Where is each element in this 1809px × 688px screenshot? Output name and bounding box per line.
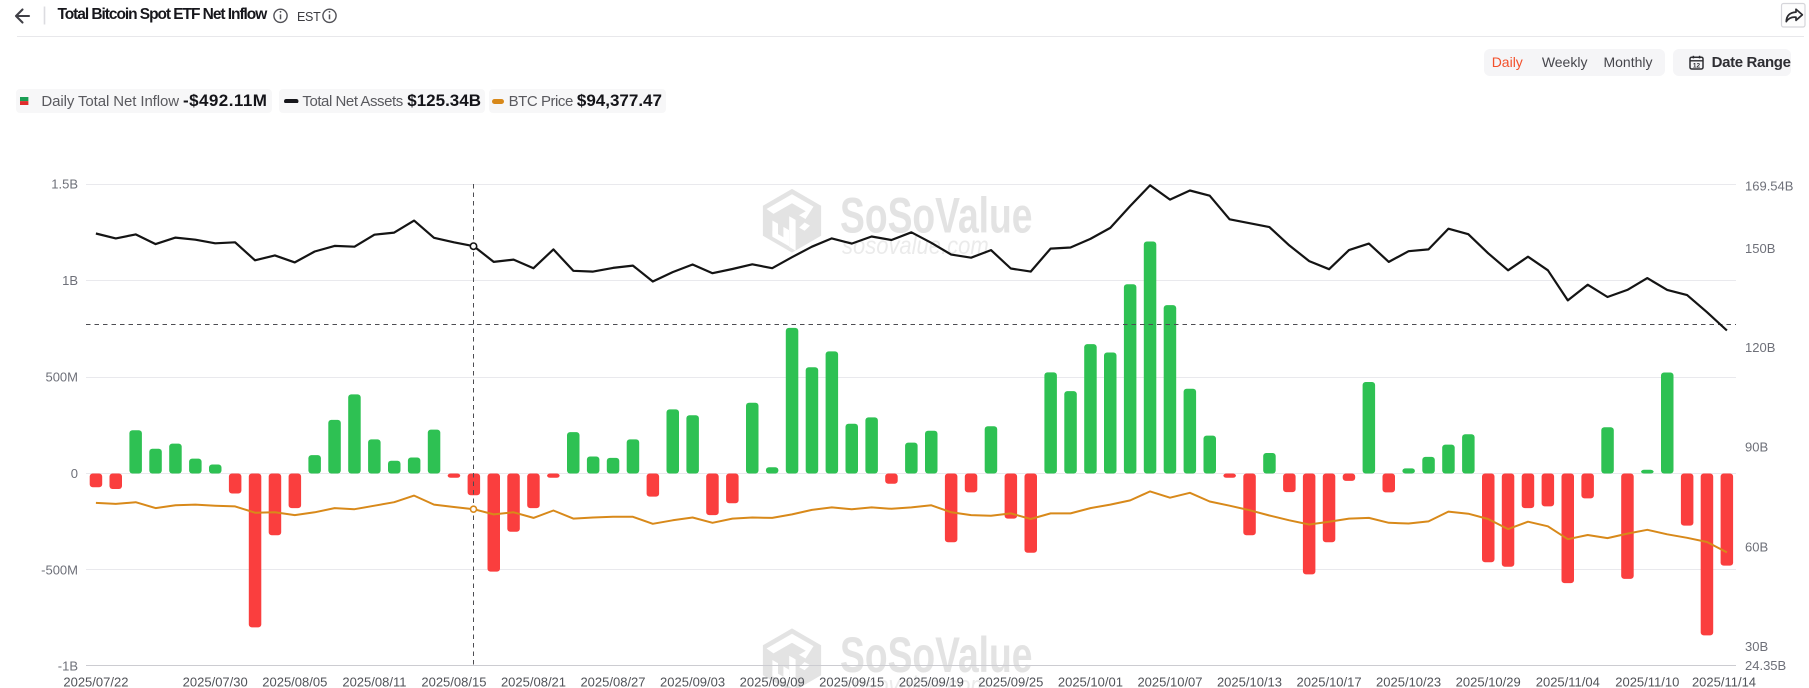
svg-text:2025/09/09: 2025/09/09 (740, 674, 805, 688)
svg-text:150B: 150B (1745, 241, 1775, 256)
svg-text:120B: 120B (1745, 340, 1775, 355)
svg-text:2025/07/22: 2025/07/22 (63, 674, 128, 688)
svg-text:-1B: -1B (58, 659, 78, 674)
svg-text:2025/09/03: 2025/09/03 (660, 674, 725, 688)
svg-text:2025/08/05: 2025/08/05 (262, 674, 327, 688)
svg-text:2025/11/14: 2025/11/14 (1692, 674, 1756, 688)
svg-text:2025/10/23: 2025/10/23 (1376, 674, 1441, 688)
svg-text:2025/07/30: 2025/07/30 (183, 674, 248, 688)
svg-text:2025/10/01: 2025/10/01 (1058, 674, 1123, 688)
svg-text:60B: 60B (1745, 540, 1768, 555)
svg-text:169.54B: 169.54B (1745, 179, 1793, 194)
svg-text:2025/08/15: 2025/08/15 (421, 674, 486, 688)
svg-text:1B: 1B (62, 273, 78, 288)
svg-text:sosovalue.com: sosovalue.com (842, 232, 989, 260)
svg-text:24.35B: 24.35B (1745, 658, 1786, 673)
svg-text:30B: 30B (1745, 639, 1768, 654)
svg-text:2025/09/19: 2025/09/19 (899, 674, 964, 688)
svg-text:2025/11/04: 2025/11/04 (1536, 674, 1600, 688)
svg-text:2025/10/07: 2025/10/07 (1137, 674, 1202, 688)
svg-text:2025/09/25: 2025/09/25 (978, 674, 1043, 688)
svg-text:1.5B: 1.5B (51, 177, 78, 192)
svg-text:90B: 90B (1745, 440, 1768, 455)
svg-text:0: 0 (71, 466, 78, 481)
svg-text:2025/08/27: 2025/08/27 (580, 674, 645, 688)
svg-text:2025/10/13: 2025/10/13 (1217, 674, 1282, 688)
svg-text:2025/11/10: 2025/11/10 (1615, 674, 1679, 688)
svg-text:SoSoValue: SoSoValue (840, 188, 1032, 244)
svg-text:12: 12 (1692, 62, 1700, 69)
svg-text:2025/08/21: 2025/08/21 (501, 674, 566, 688)
svg-text:2025/08/11: 2025/08/11 (342, 674, 406, 688)
svg-text:sosovalue.com: sosovalue.com (842, 671, 989, 688)
svg-text:2025/10/17: 2025/10/17 (1297, 674, 1362, 688)
svg-text:SoSoValue: SoSoValue (840, 628, 1032, 684)
svg-text:-500M: -500M (41, 563, 78, 578)
svg-text:2025/10/29: 2025/10/29 (1456, 674, 1521, 688)
svg-text:500M: 500M (45, 370, 78, 385)
svg-text:2025/09/15: 2025/09/15 (819, 674, 884, 688)
